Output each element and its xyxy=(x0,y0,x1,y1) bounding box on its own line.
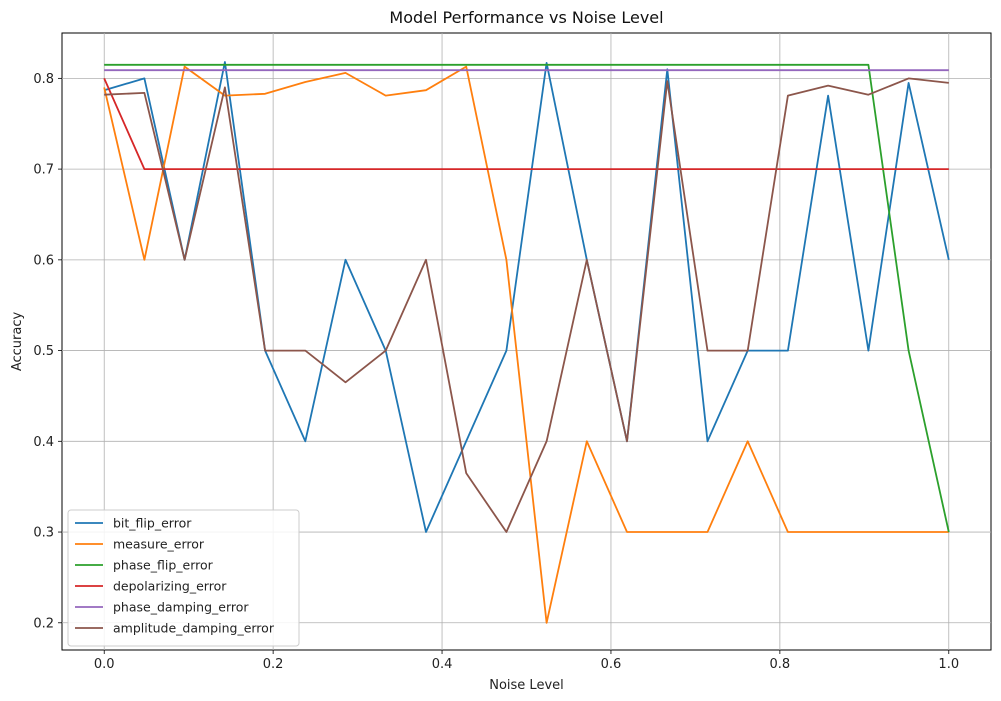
x-tick-label: 0.8 xyxy=(770,657,791,672)
legend-entry: amplitude_damping_error xyxy=(113,621,275,636)
y-tick-label: 0.3 xyxy=(33,526,54,541)
x-axis-ticks: 0.0 0.2 0.4 0.6 0.8 1.0 xyxy=(94,650,959,672)
series-layer xyxy=(103,61,950,624)
x-axis-label: Noise Level xyxy=(489,678,564,693)
legend-entry: phase_flip_error xyxy=(113,558,214,573)
x-tick-label: 0.0 xyxy=(94,657,115,672)
legend-box xyxy=(67,509,300,647)
y-axis-ticks: 0.2 0.3 0.4 0.5 0.6 0.7 0.8 xyxy=(33,72,62,631)
x-tick-label: 0.2 xyxy=(263,657,284,672)
legend-entry: measure_error xyxy=(113,537,205,552)
series-line-depolarizing_error xyxy=(103,78,949,171)
plot-frame xyxy=(61,32,992,651)
legend-entry: depolarizing_error xyxy=(113,579,227,594)
y-tick-label: 0.4 xyxy=(33,435,54,450)
x-tick-label: 0.4 xyxy=(432,657,453,672)
chart-title: Model Performance vs Noise Level xyxy=(389,8,663,27)
series-line-bit_flip_error xyxy=(103,61,950,533)
series-line-measure_error xyxy=(103,65,949,624)
y-tick-label: 0.2 xyxy=(33,616,54,631)
y-tick-label: 0.5 xyxy=(33,344,54,359)
x-tick-label: 0.6 xyxy=(601,657,622,672)
legend-entry: bit_flip_error xyxy=(113,516,192,531)
x-tick-label: 1.0 xyxy=(938,657,959,672)
series-line-phase_flip_error xyxy=(104,63,950,533)
legend-entry: phase_damping_error xyxy=(113,600,249,615)
y-tick-label: 0.7 xyxy=(33,163,54,178)
y-tick-label: 0.6 xyxy=(33,253,54,268)
y-axis-label: Accuracy xyxy=(10,312,25,372)
legend: bit_flip_error measure_error phase_flip_er… xyxy=(67,509,300,647)
series-line-amplitude_damping_error xyxy=(104,77,949,533)
y-tick-label: 0.8 xyxy=(33,72,54,87)
